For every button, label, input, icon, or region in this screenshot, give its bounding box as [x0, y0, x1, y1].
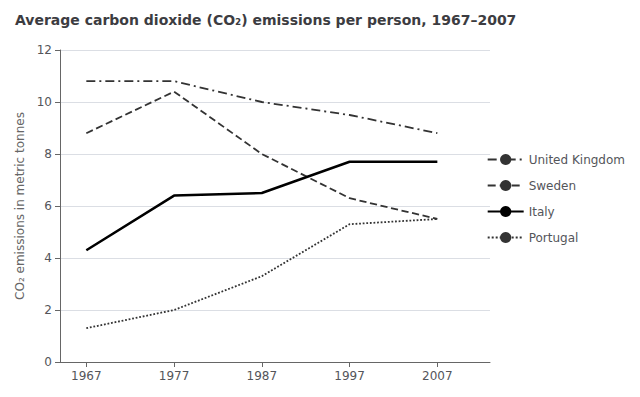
svg-text:CO₂ emissions in metric tonnes: CO₂ emissions in metric tonnes: [13, 112, 27, 300]
svg-text:4: 4: [44, 251, 52, 265]
svg-text:10: 10: [37, 95, 52, 109]
svg-text:1967: 1967: [71, 369, 102, 383]
svg-text:United Kingdom: United Kingdom: [529, 153, 625, 167]
svg-text:2007: 2007: [422, 369, 453, 383]
svg-text:0: 0: [44, 355, 52, 369]
svg-text:6: 6: [44, 199, 52, 213]
svg-text:Average carbon dioxide (CO₂) e: Average carbon dioxide (CO₂) emissions p…: [15, 12, 516, 28]
svg-text:12: 12: [37, 43, 52, 57]
svg-text:2: 2: [44, 303, 52, 317]
svg-text:8: 8: [44, 147, 52, 161]
svg-text:1977: 1977: [159, 369, 190, 383]
svg-text:Italy: Italy: [529, 205, 555, 219]
svg-text:1987: 1987: [247, 369, 278, 383]
svg-text:Portugal: Portugal: [529, 231, 579, 245]
svg-text:Sweden: Sweden: [529, 179, 576, 193]
svg-text:1997: 1997: [334, 369, 365, 383]
